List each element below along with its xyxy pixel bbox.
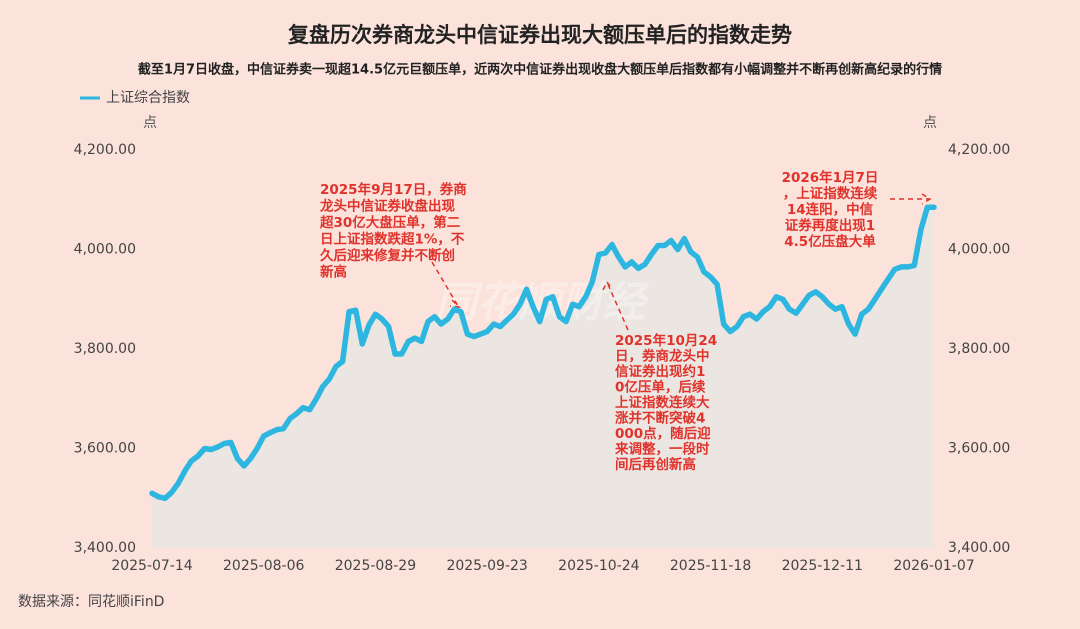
y-tick-label: 4,200.00 [74, 142, 136, 158]
annotation: 上证指数连续大 [615, 394, 710, 411]
line [149, 204, 937, 502]
x-tick-label: 2025-09-23 [446, 558, 527, 574]
annotation: 日，券商龙头中 [615, 348, 710, 365]
annotation: ，上证指数连续 [783, 185, 878, 202]
y-tick-label: 3,800.00 [74, 341, 136, 357]
y-unit: 点 [143, 115, 157, 131]
area [152, 207, 934, 548]
chart-title: 复盘历次券商龙头中信证券出现大额压单后的指数走势 [287, 23, 792, 47]
y2-tick-label: 3,400.00 [948, 540, 1010, 556]
x-tick-label: 2026-01-07 [893, 558, 974, 574]
x-tick-label: 2025-08-06 [223, 558, 304, 574]
y2-tick-label: 4,000.00 [948, 242, 1010, 258]
annotation: 2026年1月7日 [782, 169, 879, 186]
x-tick-label: 2025-11-18 [670, 558, 751, 574]
y2-tick-label: 3,800.00 [948, 341, 1010, 357]
annotation: 4.5亿压盘大单 [784, 233, 876, 250]
annotation: 2025年9月17日，券商 [320, 181, 467, 198]
legend-label: 上证综合指数 [106, 90, 190, 106]
annotation: 新高 [320, 264, 347, 281]
annotation: 来调整，一段时 [614, 441, 710, 458]
annotation: 000点，随后迎 [615, 425, 711, 442]
annotation: 龙头中信证券收盘出现 [319, 198, 455, 215]
annotation: 涨并不断突破4 [615, 410, 705, 427]
x-tick-label: 2025-07-14 [111, 558, 192, 574]
annotation: 0亿压单，后续 [615, 379, 706, 396]
annotation: 久后迎来修复并不断创 [320, 247, 455, 264]
annotation-arrow-head [921, 193, 932, 205]
x-tick-label: 2025-10-24 [558, 558, 639, 574]
y-tick-label: 4,000.00 [74, 242, 136, 258]
x-tick-label: 2025-08-29 [335, 558, 416, 574]
y-tick-label: 3,400.00 [74, 540, 136, 556]
annotation: 超30亿大盘压单，第二 [319, 214, 461, 231]
y2-tick-label: 4,200.00 [948, 142, 1010, 158]
annotation: 2025年10月24 [615, 332, 717, 349]
y2-tick-label: 3,600.00 [948, 441, 1010, 457]
source: 数据来源：同花顺iFinD [18, 594, 164, 610]
x-tick-label: 2025-12-11 [782, 558, 863, 574]
chart-subtitle: 截至1月7日收盘，中信证券卖一现超14.5亿元巨额压单，近两次中信证券出现收盘大… [138, 62, 942, 78]
annotation: 证券再度出现1 [785, 217, 875, 234]
annotation: 间后再创新高 [615, 456, 696, 473]
annotation: 信证券出现约1 [615, 363, 705, 380]
y-tick-label: 3,600.00 [74, 441, 136, 457]
annotation: 14连阳，中信 [787, 201, 874, 218]
y2-unit: 点 [923, 115, 937, 131]
annotation-arrow-head [602, 280, 613, 291]
annotation-arrow-head [449, 299, 462, 308]
annotation: 日上证指数跌超1%，不 [320, 231, 465, 248]
